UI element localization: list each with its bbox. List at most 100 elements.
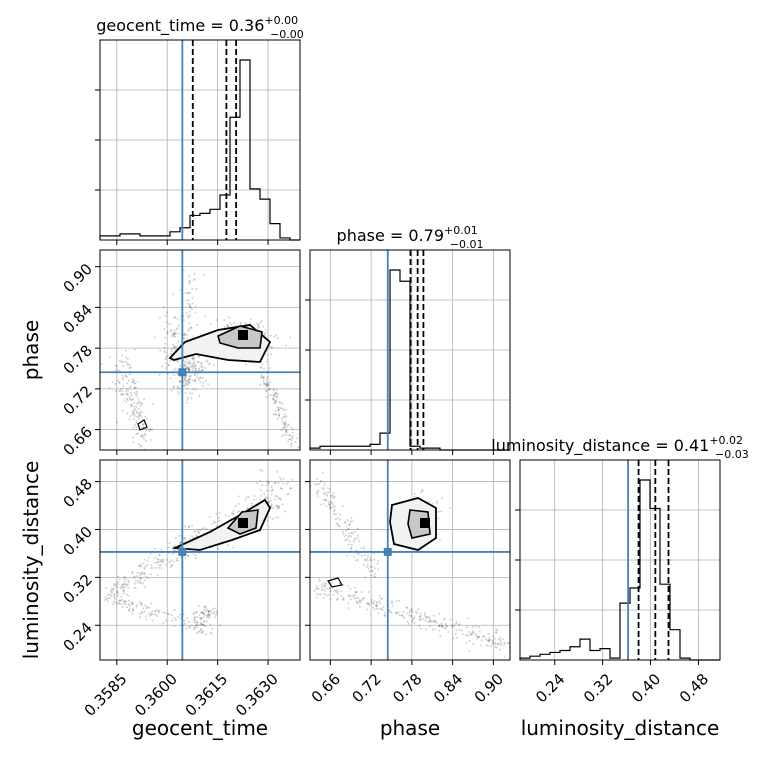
sample-point	[348, 528, 351, 531]
sample-point	[132, 411, 135, 414]
sample-point	[287, 441, 290, 444]
sample-point	[441, 626, 444, 629]
sample-point	[131, 608, 134, 611]
sample-point	[158, 554, 161, 557]
sample-point	[274, 399, 277, 402]
sample-point	[193, 616, 196, 619]
sample-point	[465, 641, 468, 644]
sample-point	[408, 614, 411, 617]
sample-point	[149, 438, 152, 441]
sample-point	[108, 593, 111, 596]
sample-point	[405, 606, 408, 609]
sample-point	[123, 575, 126, 578]
sample-point	[108, 356, 111, 359]
sample-point	[410, 609, 413, 612]
sample-point	[164, 563, 167, 566]
x-tick-label: 0.90	[471, 670, 507, 706]
sample-point	[499, 639, 502, 642]
sample-point	[435, 621, 438, 624]
sample-point	[271, 346, 274, 349]
x-ticks: 0.3585 0.3600 0.3615 0.3630	[81, 660, 282, 720]
sample-point	[313, 590, 316, 593]
sample-point	[149, 428, 152, 431]
sample-point	[137, 401, 140, 404]
sample-point	[274, 504, 277, 507]
sample-point	[262, 377, 265, 380]
sample-point	[187, 316, 190, 319]
sample-point	[347, 536, 350, 539]
sample-point	[357, 537, 360, 540]
sample-point	[176, 385, 179, 388]
sample-point	[179, 542, 182, 545]
sample-point	[196, 616, 199, 619]
sample-point	[491, 640, 494, 643]
sample-point	[360, 547, 363, 550]
sample-point	[201, 623, 204, 626]
sample-point	[212, 363, 215, 366]
sample-point	[118, 359, 121, 362]
sample-point	[196, 621, 199, 624]
sample-point	[189, 537, 192, 540]
sample-point	[140, 434, 143, 437]
sample-point	[428, 625, 431, 628]
sample-point	[113, 582, 116, 585]
sample-point	[470, 633, 473, 636]
sample-point	[139, 435, 142, 438]
sample-point	[173, 385, 176, 388]
sample-point	[274, 392, 277, 395]
sample-point	[150, 602, 153, 605]
sample-point	[153, 547, 156, 550]
sample-point	[368, 570, 371, 573]
sample-point	[166, 311, 169, 314]
sample-point	[136, 571, 139, 574]
sample-point	[390, 600, 393, 603]
y-tick-label: 0.48	[60, 475, 96, 511]
sample-point	[187, 554, 190, 557]
sample-point	[268, 367, 271, 370]
sample-point	[494, 645, 497, 648]
sample-point	[113, 584, 116, 587]
sample-point	[144, 434, 147, 437]
sample-point	[179, 541, 182, 544]
sample-point	[325, 583, 328, 586]
sample-point	[193, 611, 196, 614]
sample-point	[139, 581, 142, 584]
sample-point	[350, 531, 353, 534]
sample-point	[270, 504, 273, 507]
sample-point	[127, 599, 130, 602]
sample-point	[196, 323, 199, 326]
sample-point	[350, 547, 353, 550]
sample-point	[335, 513, 338, 516]
sample-point	[354, 537, 357, 540]
sample-point	[487, 639, 490, 642]
sample-point	[119, 586, 122, 589]
sample-point	[133, 380, 136, 383]
sample-point	[368, 603, 371, 606]
sample-point	[335, 591, 338, 594]
sample-point	[487, 633, 490, 636]
sample-point	[135, 422, 138, 425]
sample-point	[170, 328, 173, 331]
sample-point	[274, 413, 277, 416]
sample-point	[111, 381, 114, 384]
sample-point	[329, 503, 332, 506]
sample-point	[122, 385, 125, 388]
sample-point	[271, 517, 274, 520]
sample-point	[134, 579, 137, 582]
sample-point	[200, 616, 203, 619]
sample-point	[332, 510, 335, 513]
sample-point	[259, 321, 262, 324]
y-ticks	[515, 509, 520, 611]
sample-point	[175, 345, 178, 348]
sample-point	[201, 623, 204, 626]
sample-point	[188, 526, 191, 529]
sample-point	[184, 292, 187, 295]
sample-point	[282, 477, 285, 480]
sample-point	[134, 587, 137, 590]
sample-point	[130, 601, 133, 604]
sample-point	[127, 603, 130, 606]
sample-point	[256, 481, 259, 484]
sample-point	[187, 302, 190, 305]
sample-point	[191, 356, 194, 359]
sample-point	[193, 379, 196, 382]
